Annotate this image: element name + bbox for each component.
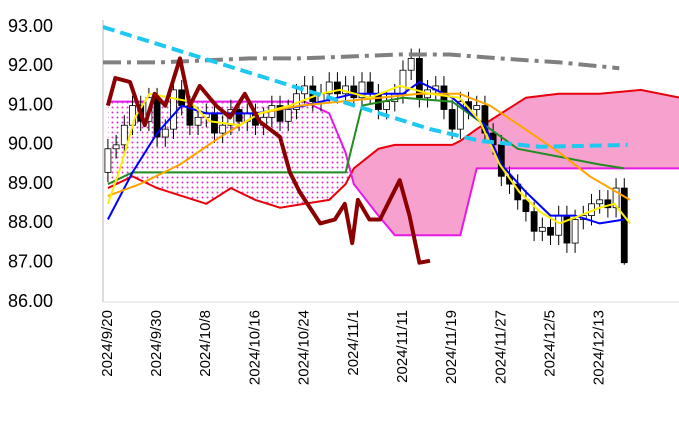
candle-body	[358, 81, 366, 99]
y-tick-label: 86.00	[8, 291, 53, 311]
candle-body	[194, 116, 202, 126]
indicator-line	[107, 96, 625, 186]
candle-body	[407, 58, 415, 71]
y-tick-label: 90.00	[8, 134, 53, 154]
x-tick-label: 2024/10/24	[296, 310, 313, 385]
candle-body	[555, 215, 563, 236]
candle-body	[506, 175, 513, 185]
candle-body	[440, 85, 448, 110]
candle-body	[383, 101, 390, 110]
candle-body	[538, 226, 546, 232]
candle-body	[170, 89, 177, 130]
candle-body	[571, 219, 579, 244]
candle-body	[522, 199, 530, 213]
indicator-line	[105, 56, 431, 265]
plot-area	[103, 25, 679, 265]
y-tick-label: 92.00	[8, 55, 53, 75]
candle-body	[350, 85, 358, 99]
candle-body	[547, 226, 554, 236]
candle-body	[415, 58, 423, 99]
candle-body	[456, 101, 464, 130]
y-tick-label: 88.00	[8, 212, 53, 232]
y-tick-label: 93.00	[8, 16, 53, 36]
candle-body	[399, 69, 407, 95]
candle-body	[120, 124, 128, 146]
candle-body	[473, 105, 481, 110]
y-tick-label: 89.00	[8, 173, 53, 193]
candle-body	[448, 109, 456, 130]
indicator-line	[106, 84, 631, 225]
candle-body	[325, 81, 333, 95]
x-tick-label: 2024/11/19	[443, 310, 460, 384]
candle-body	[620, 187, 628, 264]
indicator-line	[107, 92, 631, 201]
x-tick-label: 2024/12/5	[541, 310, 558, 377]
x-tick-label: 2024/9/30	[148, 310, 165, 377]
candle-body	[284, 109, 292, 122]
candle-body	[178, 89, 186, 106]
x-tick-label: 2024/11/11	[394, 310, 411, 383]
candle-body	[104, 148, 112, 173]
y-tick-label: 87.00	[8, 251, 53, 271]
candle-body	[161, 128, 169, 138]
candle-body	[530, 211, 538, 232]
x-tick-label: 2024/12/13	[591, 310, 608, 385]
candle-body	[334, 81, 341, 95]
candle-body	[366, 81, 374, 95]
x-tick-label: 2024/11/1	[345, 310, 362, 376]
x-tick-label: 2024/11/27	[492, 310, 509, 384]
x-tick-label: 2024/9/20	[99, 310, 116, 377]
candle-body	[612, 187, 620, 209]
candle-body	[112, 144, 120, 150]
span-a	[107, 88, 679, 209]
candle-body	[596, 199, 604, 205]
x-tick-label: 2024/10/8	[197, 310, 214, 377]
candle-body	[276, 105, 284, 122]
candle-body	[219, 124, 227, 134]
candle-body	[235, 109, 243, 122]
span-b	[107, 100, 679, 237]
y-tick-label: 91.00	[8, 94, 53, 114]
x-tick-label: 2024/10/16	[246, 310, 263, 385]
candle-body	[211, 113, 218, 134]
